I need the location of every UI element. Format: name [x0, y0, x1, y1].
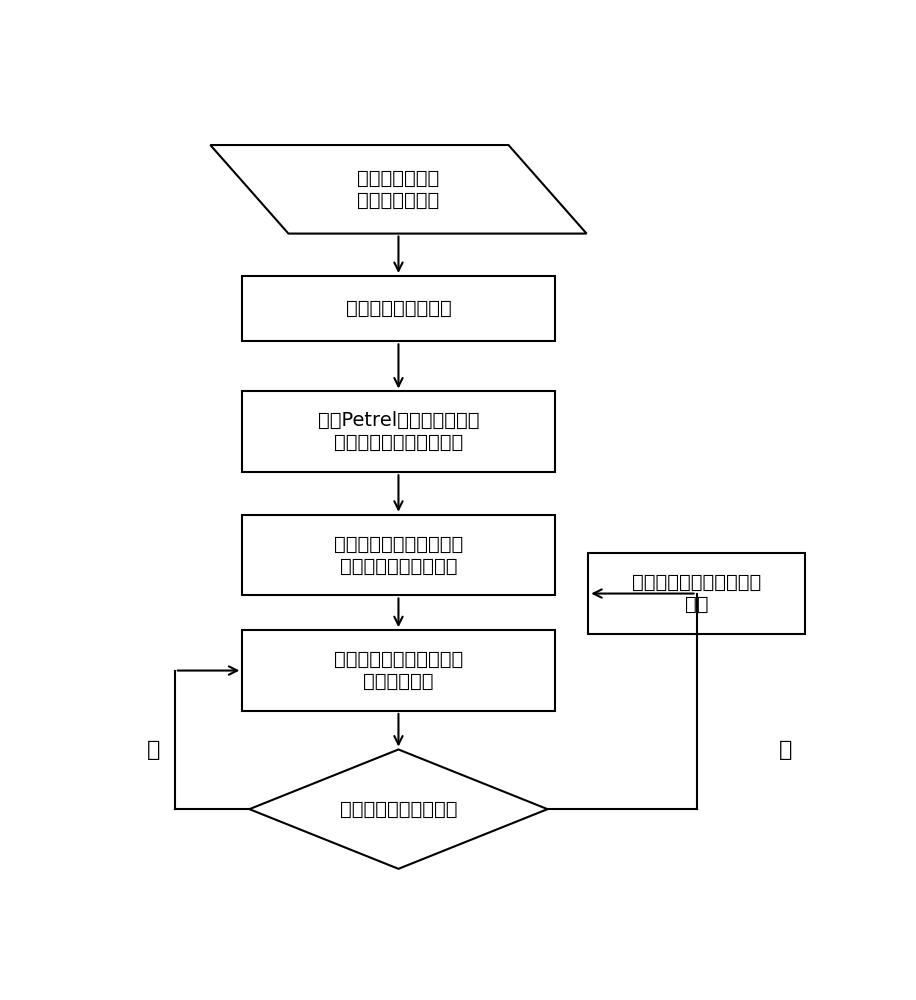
Text: 导入反演好的波
数据及测井数据: 导入反演好的波 数据及测井数据 [357, 169, 440, 210]
Bar [242, 276, 554, 341]
Bar [588, 553, 805, 634]
Text: 点对数量是否达到要求: 点对数量是否达到要求 [340, 800, 457, 819]
Text: 在每个标签的集合中随机
选择合适的点进行配对: 在每个标签的集合中随机 选择合适的点进行配对 [333, 535, 463, 576]
Bar [242, 391, 554, 472]
Text: 计算处于不同相下的变差
函数: 计算处于不同相下的变差 函数 [632, 573, 761, 614]
Bar [242, 630, 554, 711]
Text: 对空间进行角度等分: 对空间进行角度等分 [345, 299, 452, 318]
Text: 使用Petrel进行相建模并对
波阻抗数据进行标签划分: 使用Petrel进行相建模并对 波阻抗数据进行标签划分 [318, 411, 479, 452]
Bar [242, 515, 554, 595]
Text: 否: 否 [147, 740, 160, 760]
Text: 随机选取点对，并计算其
所属角度区间: 随机选取点对，并计算其 所属角度区间 [333, 650, 463, 691]
Text: 是: 是 [779, 740, 792, 760]
Polygon shape [211, 145, 586, 234]
Polygon shape [249, 749, 548, 869]
